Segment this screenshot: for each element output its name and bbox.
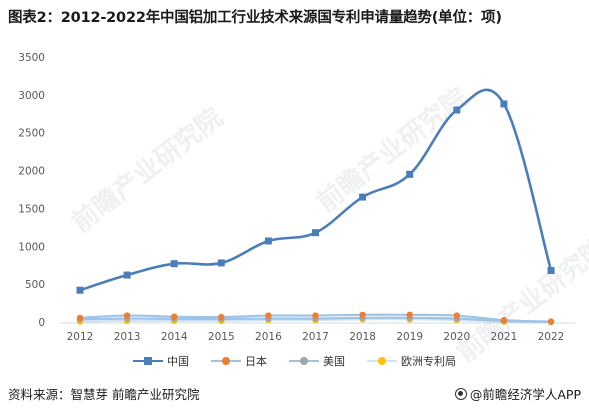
data-point (500, 316, 508, 324)
x-tick-label: 2014 (161, 331, 188, 343)
brand-logo-icon (454, 387, 467, 400)
data-point (76, 286, 84, 294)
y-axis: 0 500 1000 1500 2000 2500 3000 3500 (18, 52, 45, 329)
x-axis: 2012 2013 2014 2015 2016 2017 2018 2019 2020 2021… (60, 322, 575, 343)
y-tick-label: 3500 (18, 52, 45, 64)
data-point (76, 314, 84, 322)
data-point (312, 229, 319, 237)
legend-swatch (211, 356, 241, 366)
data-point (171, 313, 178, 320)
data-point (547, 267, 555, 275)
series-group (76, 88, 555, 326)
data-point (359, 193, 367, 201)
legend-item: 欧洲专利局 (367, 353, 456, 369)
data-point (264, 237, 272, 245)
data-point (500, 100, 508, 108)
legend-item: 日本 (211, 353, 267, 369)
y-tick-label: 1500 (18, 203, 45, 215)
x-tick-label: 2017 (302, 331, 329, 343)
y-tick-label: 2000 (18, 166, 45, 178)
legend-label: 中国 (167, 355, 189, 368)
data-point (453, 312, 460, 319)
y-tick-label: 3000 (18, 90, 45, 102)
data-point (123, 312, 131, 319)
data-point (312, 312, 319, 319)
x-tick-label: 2019 (396, 331, 423, 343)
x-tick-label: 2015 (208, 331, 235, 343)
legend-swatch (367, 356, 397, 366)
series-line (79, 88, 553, 292)
brand-text: @前瞻经济学人APP (469, 387, 581, 402)
source-note: 资料来源：智慧芽 前瞻产业研究院 (8, 387, 200, 402)
y-tick-label: 2500 (18, 128, 45, 140)
data-point (453, 106, 461, 114)
legend-swatch (289, 356, 319, 366)
x-tick-label: 2022 (538, 331, 565, 343)
x-tick-label: 2012 (67, 331, 94, 343)
data-point (406, 311, 413, 319)
y-tick-label: 0 (38, 317, 45, 329)
data-point (123, 271, 131, 279)
data-point (170, 260, 178, 268)
data-point (547, 318, 555, 325)
chart-title: 图表2：2012-2022年中国铝加工行业技术来源国专利申请量趋势(单位：项) (8, 10, 502, 26)
legend-label: 日本 (245, 355, 267, 368)
data-point (265, 312, 272, 319)
chart-legend: 中国 日本 美国 欧洲专利局 (0, 353, 589, 369)
legend-label: 美国 (323, 355, 345, 368)
legend-item: 美国 (289, 353, 345, 369)
data-point (359, 311, 366, 319)
x-tick-label: 2013 (114, 331, 141, 343)
data-point (217, 259, 225, 267)
x-tick-label: 2020 (443, 331, 470, 343)
y-tick-label: 1000 (18, 241, 45, 253)
data-point (218, 313, 225, 321)
legend-item: 中国 (133, 353, 189, 369)
brand-credit: @前瞻经济学人APP (454, 384, 581, 403)
x-tick-label: 2018 (349, 331, 376, 343)
x-tick-label: 2021 (491, 331, 518, 343)
legend-swatch (133, 356, 163, 366)
y-tick-label: 500 (25, 279, 45, 291)
legend-label: 欧洲专利局 (401, 355, 456, 368)
data-point (406, 170, 414, 178)
x-tick-label: 2016 (255, 331, 282, 343)
